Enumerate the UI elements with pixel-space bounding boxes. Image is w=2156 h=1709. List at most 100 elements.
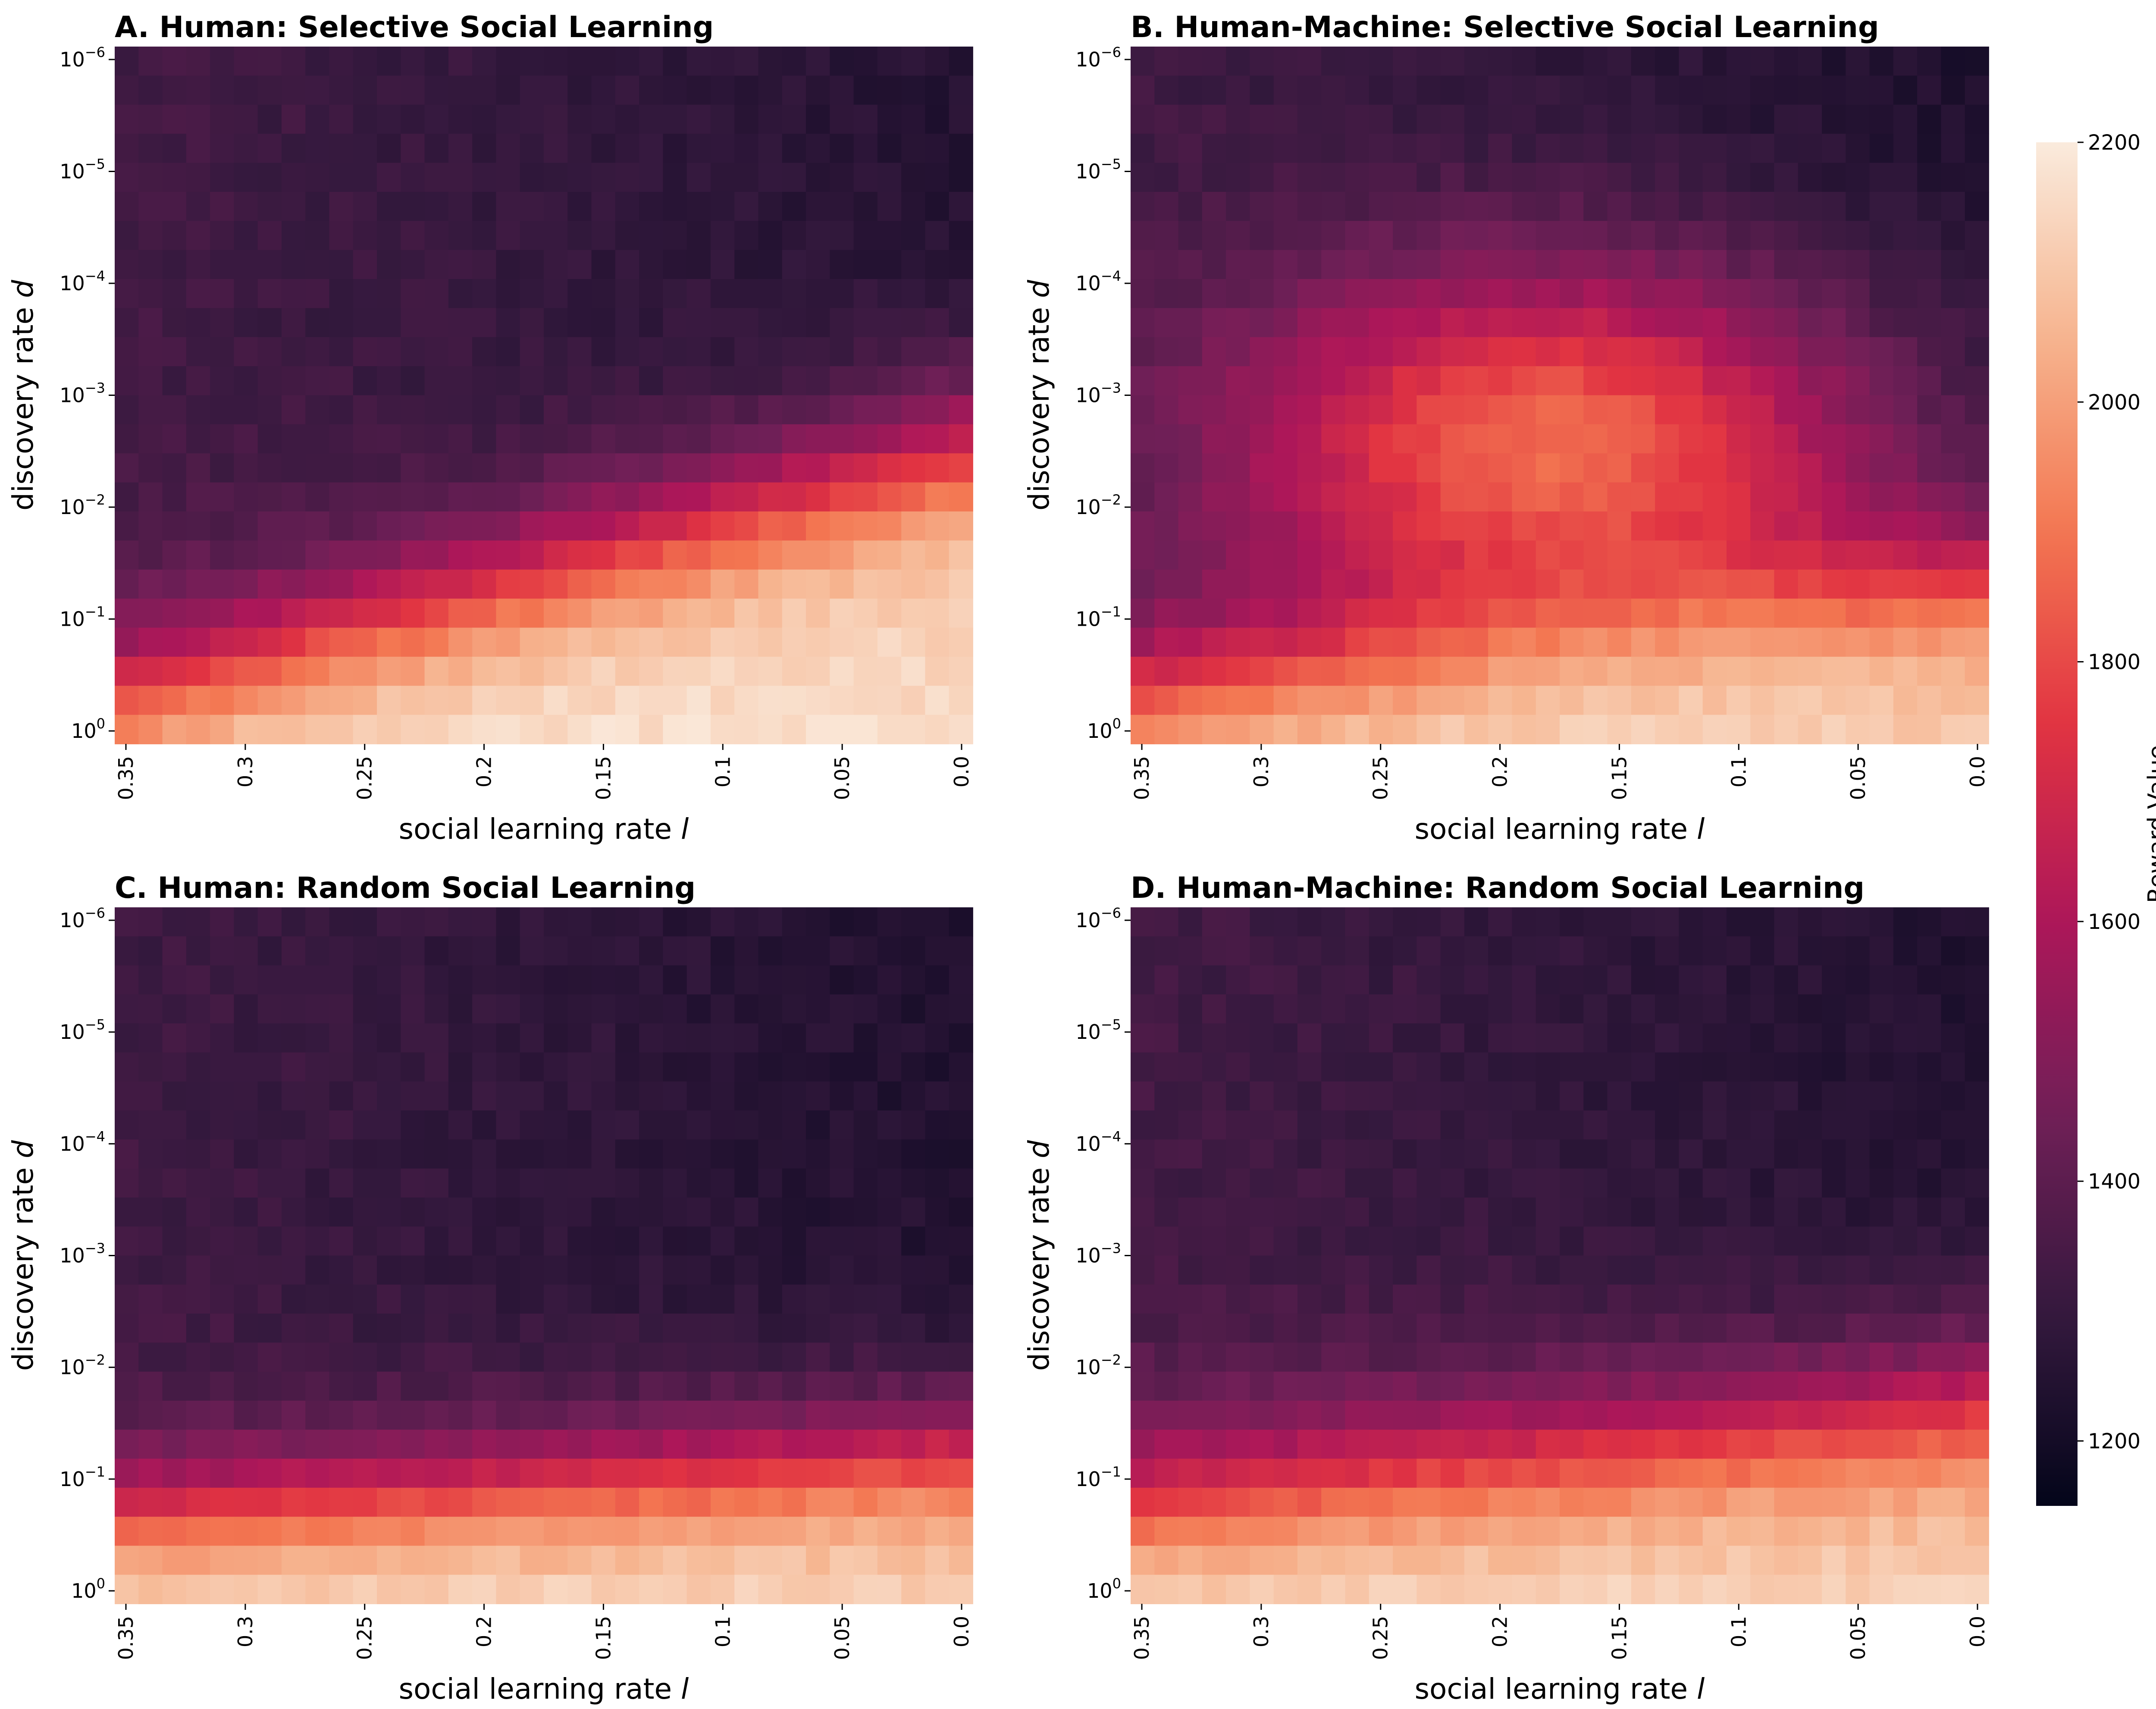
- heatmap-cell: [305, 907, 330, 937]
- heatmap-cell: [401, 1139, 425, 1169]
- heatmap-cell: [257, 540, 282, 570]
- heatmap-cell: [1822, 1139, 1846, 1169]
- heatmap-cell: [1560, 715, 1584, 744]
- heatmap-cell: [1202, 1314, 1227, 1343]
- heatmap-cell: [1464, 1110, 1489, 1140]
- heatmap-cell: [281, 75, 306, 105]
- heatmap-cell: [1297, 1139, 1322, 1169]
- heatmap-cell: [496, 1487, 520, 1518]
- heatmap-panel-c: C. Human: Random Social Learning10−610−5…: [6, 871, 973, 1706]
- heatmap-cell: [663, 424, 687, 454]
- heatmap-cell: [162, 1458, 187, 1488]
- heatmap-cell: [901, 965, 926, 995]
- heatmap-cell: [758, 1110, 783, 1140]
- heatmap-cell: [949, 395, 973, 425]
- heatmap-cell: [329, 308, 354, 338]
- heatmap-cell: [1154, 1110, 1179, 1140]
- heatmap-cell: [1202, 1110, 1227, 1140]
- heatmap-cell: [1321, 1430, 1346, 1459]
- heatmap-cell: [639, 540, 664, 570]
- heatmap-cell: [1154, 1255, 1179, 1285]
- heatmap-cell: [472, 453, 497, 483]
- heatmap-cell: [1750, 221, 1775, 251]
- heatmap-cell: [1488, 1226, 1513, 1256]
- heatmap-cell: [853, 1052, 878, 1082]
- heatmap-cell: [830, 1342, 854, 1372]
- heatmap-cell: [1774, 907, 1799, 937]
- heatmap-cell: [234, 907, 258, 937]
- heatmap-cell: [1893, 191, 1918, 222]
- heatmap-cell: [1750, 134, 1775, 163]
- heatmap-cell: [1154, 569, 1179, 599]
- heatmap-cell: [710, 994, 735, 1024]
- heatmap-cell: [138, 715, 163, 744]
- heatmap-cell: [1702, 1081, 1727, 1111]
- heatmap-cell: [639, 1052, 664, 1082]
- x-tick-label: 0.15: [592, 756, 615, 800]
- heatmap-cell: [329, 104, 354, 135]
- heatmap-cell: [615, 656, 640, 687]
- y-axis-label: discovery rate d: [6, 279, 40, 511]
- heatmap-cell: [710, 569, 735, 599]
- heatmap-cell: [853, 1255, 878, 1285]
- heatmap-cell: [1869, 715, 1894, 744]
- heatmap-cell: [806, 965, 830, 995]
- heatmap-cell: [1846, 1458, 1870, 1488]
- heatmap-cell: [1273, 627, 1298, 657]
- heatmap-cell: [1178, 453, 1203, 483]
- heatmap-cell: [949, 1342, 973, 1372]
- heatmap-cell: [496, 163, 520, 192]
- heatmap-cell: [1846, 1371, 1870, 1401]
- heatmap-cell: [1154, 1342, 1179, 1372]
- heatmap-cell: [877, 424, 902, 454]
- heatmap-cell: [853, 965, 878, 995]
- heatmap-cell: [1536, 1430, 1560, 1459]
- heatmap-cell: [1297, 308, 1322, 338]
- heatmap-cell: [210, 221, 235, 251]
- heatmap-cell: [496, 715, 520, 744]
- heatmap-cell: [257, 75, 282, 105]
- heatmap-cell: [1655, 1081, 1680, 1111]
- heatmap-cell: [1917, 1139, 1942, 1169]
- heatmap-cell: [1726, 1023, 1751, 1053]
- heatmap-cell: [663, 994, 687, 1024]
- heatmap-cell: [1178, 569, 1203, 599]
- heatmap-cell: [138, 337, 163, 367]
- heatmap-cell: [1536, 686, 1560, 715]
- heatmap-cell: [901, 1546, 926, 1575]
- heatmap-cell: [615, 1284, 640, 1314]
- heatmap-cell: [1273, 424, 1298, 454]
- heatmap-cells: [1131, 907, 1989, 1604]
- heatmap-cell: [1512, 994, 1536, 1024]
- heatmap-cell: [663, 715, 687, 744]
- heatmap-cell: [138, 1458, 163, 1488]
- heatmap-cell: [567, 907, 592, 937]
- heatmap-cell: [234, 994, 258, 1024]
- heatmap-cell: [520, 1226, 544, 1256]
- heatmap-cell: [830, 1110, 854, 1140]
- heatmap-cell: [686, 279, 711, 309]
- heatmap-cell: [1536, 221, 1560, 251]
- heatmap-cell: [734, 221, 759, 251]
- heatmap-cell: [544, 1226, 568, 1256]
- heatmap-cell: [1726, 511, 1751, 541]
- heatmap-cell: [1440, 1197, 1465, 1227]
- heatmap-cell: [686, 907, 711, 937]
- heatmap-cell: [472, 1139, 497, 1169]
- heatmap-cell: [1369, 540, 1393, 570]
- heatmap-cell: [1393, 994, 1417, 1024]
- heatmap-cell: [1750, 1430, 1775, 1459]
- heatmap-cell: [806, 1314, 830, 1343]
- heatmap-cell: [1965, 1168, 1989, 1198]
- heatmap-cell: [1941, 994, 1965, 1024]
- heatmap-cell: [1774, 337, 1799, 367]
- heatmap-cell: [1131, 104, 1155, 135]
- heatmap-cell: [353, 1342, 377, 1372]
- heatmap-cell: [686, 686, 711, 715]
- heatmap-cell: [305, 936, 330, 966]
- heatmap-cell: [830, 994, 854, 1024]
- heatmap-cell: [305, 1430, 330, 1459]
- heatmap-cell: [830, 1023, 854, 1053]
- heatmap-cell: [1941, 1314, 1965, 1343]
- heatmap-cell: [1583, 715, 1608, 744]
